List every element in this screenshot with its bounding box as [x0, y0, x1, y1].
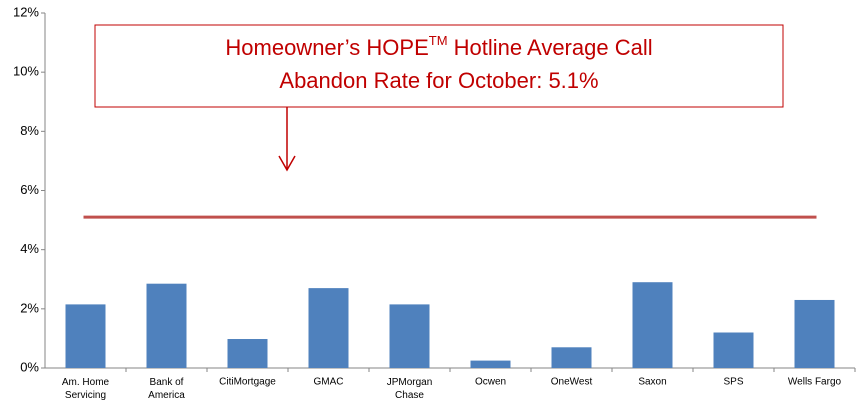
x-tick-label-line: Bank of	[150, 377, 184, 388]
bar	[794, 299, 835, 368]
x-tick-label: SPS	[723, 377, 743, 388]
y-tick-label: 8%	[20, 123, 39, 138]
bar	[551, 347, 592, 368]
bar	[308, 288, 349, 368]
annotation-superscript: TM	[429, 33, 448, 48]
y-tick-label: 0%	[20, 359, 39, 374]
x-tick-label-line: Chase	[395, 390, 424, 401]
bar	[713, 332, 754, 368]
bar	[65, 304, 106, 368]
x-tick-label: Am. Home Servicing	[62, 377, 110, 401]
annotation-text: Hotline Average Call	[448, 35, 653, 60]
annotation-line-1: Homeowner’s HOPETM Hotline Average Call	[225, 33, 652, 59]
bar	[146, 283, 187, 368]
y-tick-label: 2%	[20, 300, 39, 315]
x-tick-label: Bank of America	[148, 377, 185, 401]
bar	[389, 304, 430, 368]
x-tick-label: GMAC	[314, 377, 344, 388]
y-tick-label: 10%	[13, 64, 39, 79]
bar	[470, 360, 511, 368]
annotation-box	[94, 24, 784, 108]
annotation-line-2: Abandon Rate for October: 5.1%	[279, 68, 598, 93]
x-tick-label-line: America	[148, 390, 185, 401]
x-tick-label-line: Am. Home	[62, 377, 110, 388]
annotation-arrowhead	[278, 155, 296, 172]
x-tick-label-line: Servicing	[65, 390, 106, 401]
annotation-text: Homeowner’s HOPE	[225, 35, 428, 60]
x-tick-label: Ocwen	[475, 377, 506, 388]
x-tick-label: Wells Fargo	[788, 377, 842, 388]
bar	[632, 282, 673, 368]
y-tick-label: 12%	[13, 4, 39, 19]
y-tick-label: 6%	[20, 182, 39, 197]
x-tick-label-line: JPMorgan	[387, 377, 433, 388]
x-tick-label: JPMorgan Chase	[387, 377, 433, 401]
x-tick-label: CitiMortgage	[219, 377, 276, 388]
y-tick-label: 4%	[20, 241, 39, 256]
x-tick-label: Saxon	[638, 377, 666, 388]
x-tick-label: OneWest	[551, 377, 593, 388]
bar	[227, 339, 268, 368]
